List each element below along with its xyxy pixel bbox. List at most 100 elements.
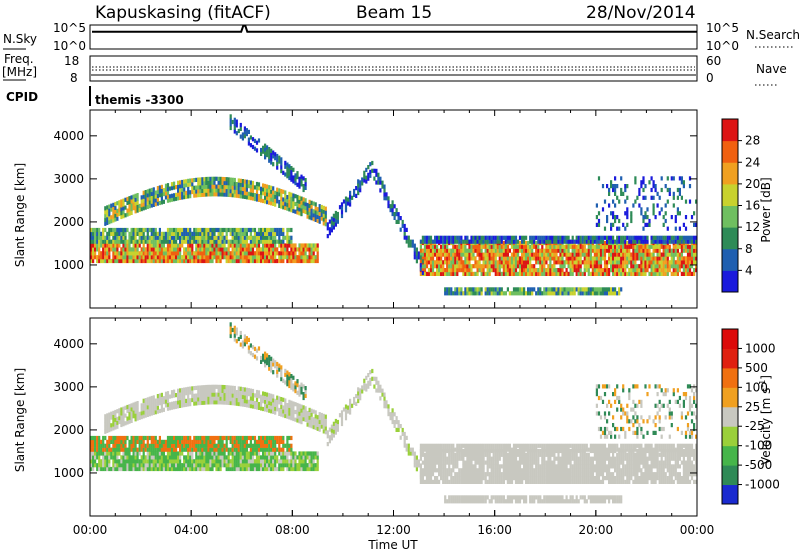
heatmap-cell xyxy=(241,182,244,188)
heatmap-cell xyxy=(130,210,133,215)
heatmap-cell xyxy=(593,268,596,273)
heatmap-cell xyxy=(508,260,511,265)
heatmap-cell xyxy=(361,385,364,390)
heatmap-cell xyxy=(124,251,127,256)
heatmap-cell xyxy=(288,403,291,408)
heatmap-cell xyxy=(454,287,457,292)
heatmap-cell xyxy=(116,258,119,264)
heatmap-cell xyxy=(235,235,238,240)
heatmap-cell xyxy=(274,439,277,444)
heatmap-cell xyxy=(173,455,176,460)
heatmap-cell xyxy=(280,169,283,174)
heatmap-cell xyxy=(577,244,580,249)
heatmap-cell xyxy=(272,362,275,367)
heatmap-cell xyxy=(134,209,137,214)
heatmap-cell xyxy=(565,268,568,273)
heatmap-cell xyxy=(164,443,168,448)
heatmap-cell xyxy=(527,264,530,269)
heatmap-cell xyxy=(104,217,107,222)
heatmap-cell xyxy=(664,260,667,265)
heatmap-cell xyxy=(606,239,609,244)
heatmap-cell xyxy=(189,251,192,256)
heatmap-cell xyxy=(199,451,202,456)
heatmap-cell xyxy=(260,402,263,407)
heatmap-cell xyxy=(195,251,198,256)
heatmap-cell xyxy=(280,466,283,472)
heatmap-cell xyxy=(122,202,125,207)
heatmap-cell xyxy=(94,247,97,252)
heatmap-cell xyxy=(549,264,552,269)
heatmap-cell xyxy=(264,463,267,468)
heatmap-cell xyxy=(438,252,441,257)
heatmap-cell xyxy=(260,194,263,199)
heatmap-cell xyxy=(255,397,259,402)
heatmap-cell xyxy=(255,239,259,244)
heatmap-cell xyxy=(166,391,170,396)
heatmap-cell xyxy=(284,198,287,203)
heatmap-cell xyxy=(498,252,501,257)
heatmap-cell xyxy=(466,264,469,269)
heatmap-cell xyxy=(237,227,240,233)
heatmap-cell xyxy=(90,435,93,441)
heatmap-cell xyxy=(94,243,97,248)
heatmap-cell xyxy=(154,190,157,195)
heatmap-cell xyxy=(225,177,228,182)
heatmap-cell xyxy=(476,268,479,273)
heatmap-cell xyxy=(136,193,139,198)
heatmap-cell xyxy=(189,443,192,448)
heatmap-cell xyxy=(211,459,214,464)
heatmap-cell xyxy=(678,226,681,231)
heatmap-cell xyxy=(231,193,234,198)
heatmap-cell xyxy=(209,451,212,456)
heatmap-cell xyxy=(278,463,281,468)
heatmap-cell xyxy=(282,451,285,456)
heatmap-cell xyxy=(658,256,661,261)
heatmap-cell xyxy=(490,268,493,273)
heatmap-cell xyxy=(134,447,137,452)
heatmap-cell xyxy=(255,463,259,468)
heatmap-cell xyxy=(126,239,129,244)
heatmap-cell xyxy=(106,255,109,260)
heatmap-cell xyxy=(144,235,147,240)
noise-sky-trace xyxy=(92,24,697,33)
heatmap-cell xyxy=(217,227,220,233)
heatmap-cell xyxy=(541,235,544,240)
heatmap-cell xyxy=(231,435,234,441)
heatmap-cell xyxy=(183,463,186,468)
heatmap-cell xyxy=(185,391,188,396)
heatmap-cell xyxy=(486,268,489,273)
heatmap-cell xyxy=(326,234,329,239)
heatmap-cell xyxy=(106,231,109,236)
heatmap-cell xyxy=(237,435,240,441)
heatmap-cell xyxy=(233,385,236,391)
heatmap-cell xyxy=(134,409,137,414)
heatmap-cell xyxy=(363,178,366,183)
heatmap-cell xyxy=(581,239,584,244)
heatmap-cell xyxy=(500,264,503,269)
heatmap-cell xyxy=(288,258,291,264)
heatmap-cell xyxy=(122,198,125,203)
heatmap-cell xyxy=(393,212,396,217)
heatmap-cell xyxy=(144,258,147,264)
heatmap-cell xyxy=(270,258,273,264)
heatmap-cell xyxy=(229,439,232,444)
heatmap-cell xyxy=(462,268,465,273)
heatmap-cell xyxy=(571,291,574,296)
heatmap-cell xyxy=(241,258,244,264)
heatmap-cell xyxy=(197,455,200,460)
heatmap-cell xyxy=(298,455,301,460)
heatmap-cell xyxy=(521,287,524,292)
heatmap-cell xyxy=(181,187,184,192)
heatmap-cell xyxy=(211,255,214,260)
heatmap-cell xyxy=(104,451,107,456)
heatmap-cell xyxy=(286,247,289,252)
heatmap-cell xyxy=(209,188,212,193)
heatmap-cell xyxy=(118,235,121,240)
heatmap-cell xyxy=(243,399,246,404)
heatmap-cell xyxy=(154,398,157,403)
heatmap-cell xyxy=(686,260,690,265)
heatmap-cell xyxy=(166,402,170,407)
heatmap-cell xyxy=(478,291,481,296)
heatmap-cell xyxy=(152,447,155,452)
heatmap-cell xyxy=(555,260,558,265)
